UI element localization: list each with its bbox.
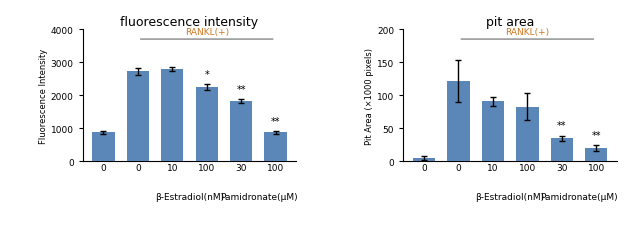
Text: Pamidronate(μM): Pamidronate(μM) (540, 192, 618, 201)
Text: RANKL(+): RANKL(+) (184, 28, 229, 37)
Text: β-Estradiol(nM): β-Estradiol(nM) (155, 192, 224, 201)
Bar (265, 133, 287, 162)
Bar (195, 88, 218, 162)
Text: RANKL(+): RANKL(+) (505, 28, 550, 37)
Bar (161, 70, 184, 162)
Bar (481, 102, 504, 162)
Text: β-Estradiol(nM): β-Estradiol(nM) (476, 192, 544, 201)
Title: fluorescence intensity: fluorescence intensity (120, 16, 259, 29)
Title: pit area: pit area (486, 16, 534, 29)
Text: *: * (204, 70, 209, 80)
Y-axis label: Fluorescence Intensity: Fluorescence Intensity (39, 49, 48, 143)
Text: **: ** (591, 130, 601, 140)
Bar (413, 158, 435, 162)
Bar (230, 102, 252, 162)
Bar (447, 81, 469, 162)
Text: **: ** (557, 121, 567, 131)
Bar (551, 139, 573, 162)
Bar (516, 107, 539, 162)
Y-axis label: Pit Area (×1000 pixels): Pit Area (×1000 pixels) (365, 48, 374, 144)
Bar (92, 133, 114, 162)
Text: **: ** (271, 116, 280, 126)
Text: **: ** (237, 85, 246, 94)
Bar (127, 72, 149, 162)
Bar (585, 149, 607, 162)
Text: Pamidronate(μM): Pamidronate(μM) (219, 192, 297, 201)
